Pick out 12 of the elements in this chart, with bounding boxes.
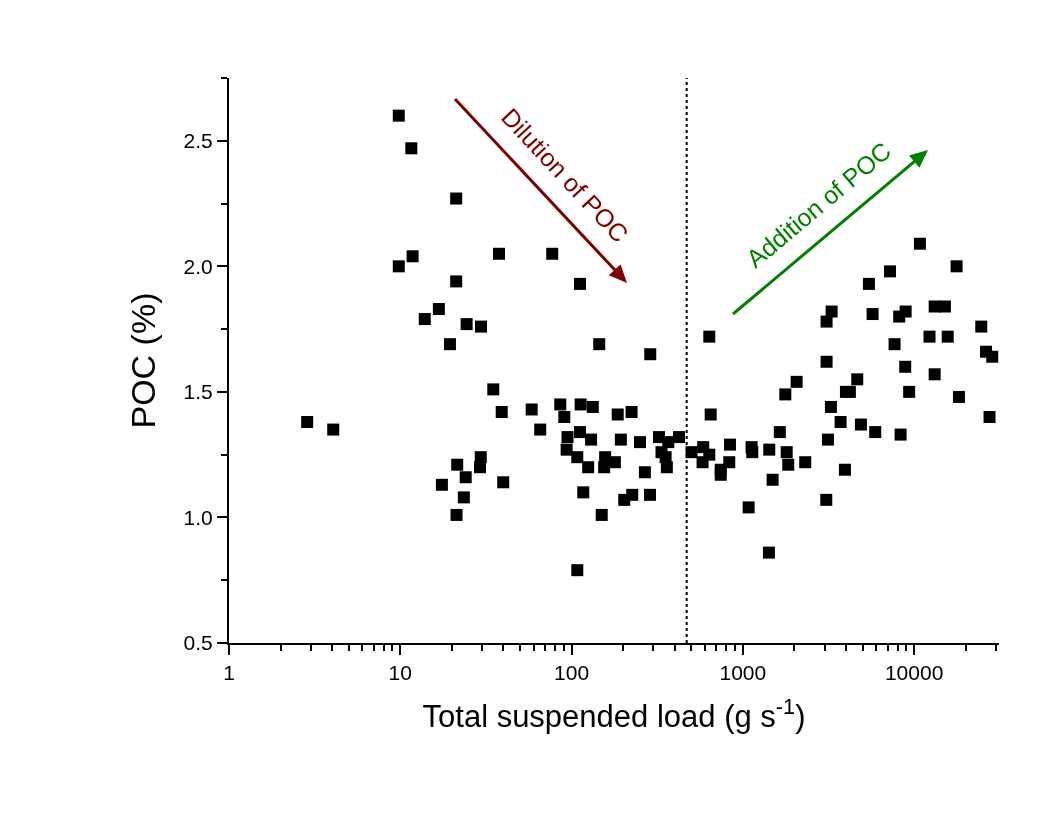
- y-tick-label: 2.0: [183, 254, 213, 278]
- y-tick-label: 2.5: [183, 129, 213, 153]
- y-axis-title: POC (%): [123, 292, 162, 429]
- x-tick-label: 1: [223, 661, 235, 685]
- x-axis-title: Total suspended load (g s$^{-1}$): [422, 693, 806, 734]
- y-tick-label: 0.5: [183, 631, 213, 655]
- y-tick-label: 1.0: [183, 505, 213, 529]
- x-tick-label: 1000: [719, 661, 767, 685]
- x-tick-label: 10: [388, 661, 412, 685]
- y-tick-label: 1.5: [183, 380, 213, 404]
- x-tick-label: 100: [554, 661, 590, 685]
- x-tick-label: 10000: [884, 661, 944, 685]
